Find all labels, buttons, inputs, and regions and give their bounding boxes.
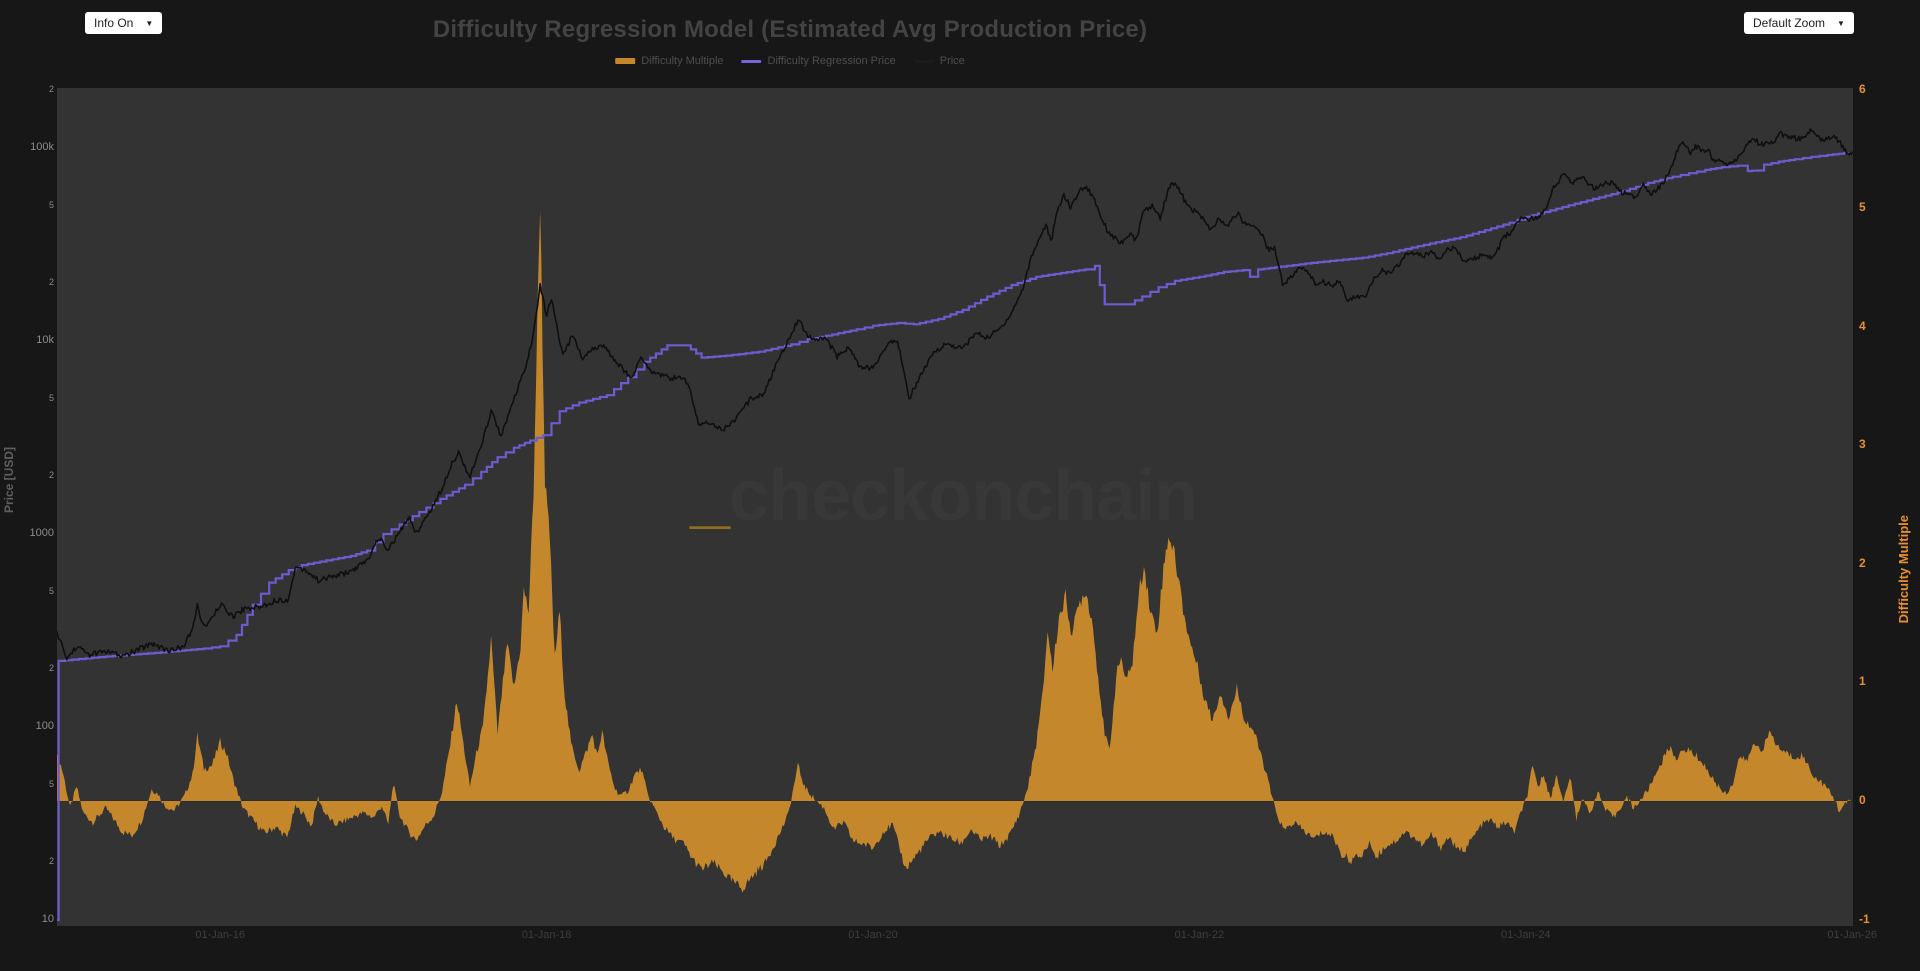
info-dropdown-label: Info On [94, 16, 134, 30]
page-title: Difficulty Regression Model (Estimated A… [432, 16, 1148, 43]
left-axis-title: Price [USD] [2, 446, 16, 514]
legend-label: Difficulty Multiple [641, 55, 724, 67]
legend-item-2[interactable]: Price [913, 55, 965, 67]
zoom-dropdown-label: Default Zoom [1753, 16, 1826, 30]
legend-swatch-icon [913, 59, 934, 63]
zoom-dropdown[interactable]: Default Zoom ▼ [1744, 12, 1854, 34]
legend-item-1[interactable]: Difficulty Regression Price [741, 55, 896, 67]
legend-label: Difficulty Regression Price [767, 55, 896, 67]
legend-swatch-icon [741, 59, 762, 63]
legend: Difficulty Multiple Difficulty Regression… [615, 55, 965, 67]
regression-price-line [57, 152, 1853, 922]
legend-label: Price [939, 55, 965, 67]
price-line [57, 128, 1853, 661]
right-axis-title: Difficulty Multiple [1896, 515, 1911, 624]
legend-swatch-icon [615, 58, 636, 64]
difficulty-multiple-area [57, 210, 1851, 893]
chevron-down-icon: ▼ [145, 18, 154, 28]
plot-background [57, 88, 1853, 926]
info-dropdown[interactable]: Info On ▼ [85, 12, 163, 34]
chevron-down-icon: ▼ [1837, 18, 1845, 28]
legend-item-0[interactable]: Difficulty Multiple [615, 55, 724, 67]
